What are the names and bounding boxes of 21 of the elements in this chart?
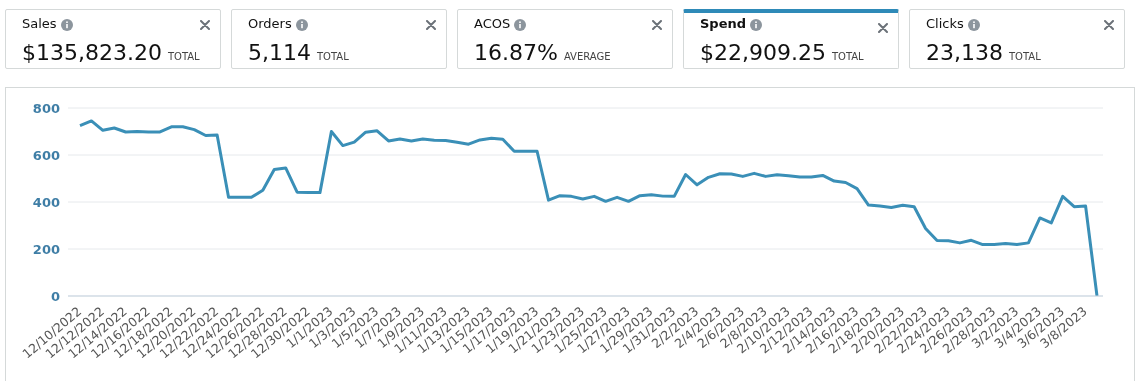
text: Clicks <box>926 16 965 32</box>
text: 16.87% <box>474 40 558 65</box>
text: ACOS <box>474 16 512 32</box>
y-tick-label: 200 <box>32 241 60 257</box>
y-tick-label: 600 <box>32 147 60 163</box>
text: TOTAL <box>316 51 349 62</box>
text: Sales <box>22 16 58 32</box>
line-series <box>78 119 1099 296</box>
text: 23,138 <box>926 40 1003 65</box>
text: 5,114 <box>248 40 311 65</box>
text: TOTAL <box>167 51 200 62</box>
text: TOTAL <box>831 51 864 62</box>
text: $22,909.25 <box>700 40 826 65</box>
y-tick-label: 0 <box>50 288 60 304</box>
text: Orders <box>248 16 293 32</box>
text: Spend <box>700 16 748 32</box>
text: TOTAL <box>1008 51 1041 62</box>
y-tick-label: 400 <box>32 194 60 210</box>
text: AVERAGE <box>563 51 611 62</box>
y-tick-label: 800 <box>32 100 60 116</box>
text: $135,823.20 <box>22 40 162 65</box>
